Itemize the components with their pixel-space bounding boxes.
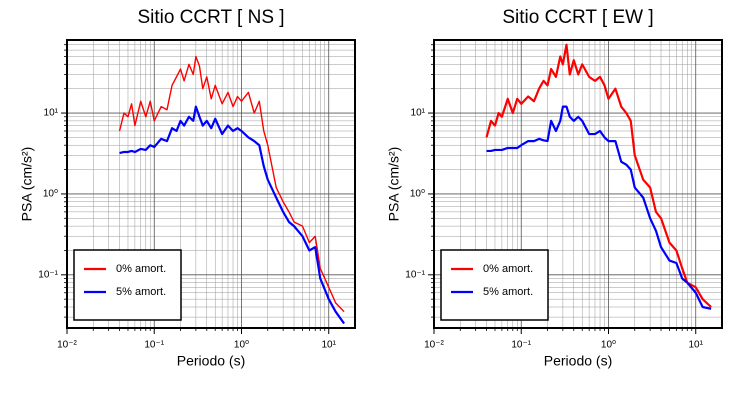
plot-frame (433, 39, 723, 329)
legend-label: 0% amort. (483, 263, 533, 275)
y-tick-label: 10⁻¹ (405, 269, 425, 280)
plot-frame (66, 39, 356, 329)
y-axis-label: PSA (cm/s²) (19, 147, 35, 222)
legend-box (440, 249, 549, 321)
chart-panel: Sitio CCRT [ EW ] 10⁻² 10⁻¹ 10⁰ 10¹ 10⁻¹ 10⁰ 10… (386, 7, 723, 369)
x-tick-label: 10¹ (322, 340, 337, 351)
chart-title: Sitio CCRT [ NS ] (137, 7, 284, 28)
x-tick-label: 10⁰ (601, 340, 616, 351)
x-tick-label: 10⁰ (234, 340, 249, 351)
y-axis-label: PSA (cm/s²) (386, 147, 402, 222)
series-line (119, 105, 345, 325)
x-tick-label: 10⁻² (57, 340, 77, 351)
series-line (486, 105, 712, 310)
legend: 0% amort. 5% amort. (440, 249, 549, 321)
legend-label: 5% amort. (116, 286, 166, 298)
legend: 0% amort. 5% amort. (73, 249, 182, 321)
x-tick-label: 10¹ (689, 340, 704, 351)
y-tick-label: 10¹ (44, 108, 59, 119)
x-tick-label: 10⁻¹ (511, 340, 531, 351)
series-line (118, 55, 345, 313)
y-tick-label: 10⁰ (410, 189, 425, 200)
legend-label: 5% amort. (483, 286, 533, 298)
legend-label: 0% amort. (116, 263, 166, 275)
series-line (485, 43, 712, 308)
x-tick-label: 10⁻² (424, 340, 444, 351)
x-tick-label: 10⁻¹ (144, 340, 164, 351)
legend-box (73, 249, 182, 321)
chart-title: Sitio CCRT [ EW ] (502, 7, 653, 28)
chart-panel: Sitio CCRT [ NS ] 10⁻² 10⁻¹ 10⁰ 10¹ 10⁻¹ 10⁰ 10… (19, 7, 356, 369)
x-axis-label: Periodo (s) (177, 353, 245, 369)
x-axis-label: Periodo (s) (544, 353, 612, 369)
y-tick-label: 10¹ (411, 108, 426, 119)
y-tick-label: 10⁻¹ (38, 269, 58, 280)
y-tick-label: 10⁰ (43, 189, 58, 200)
